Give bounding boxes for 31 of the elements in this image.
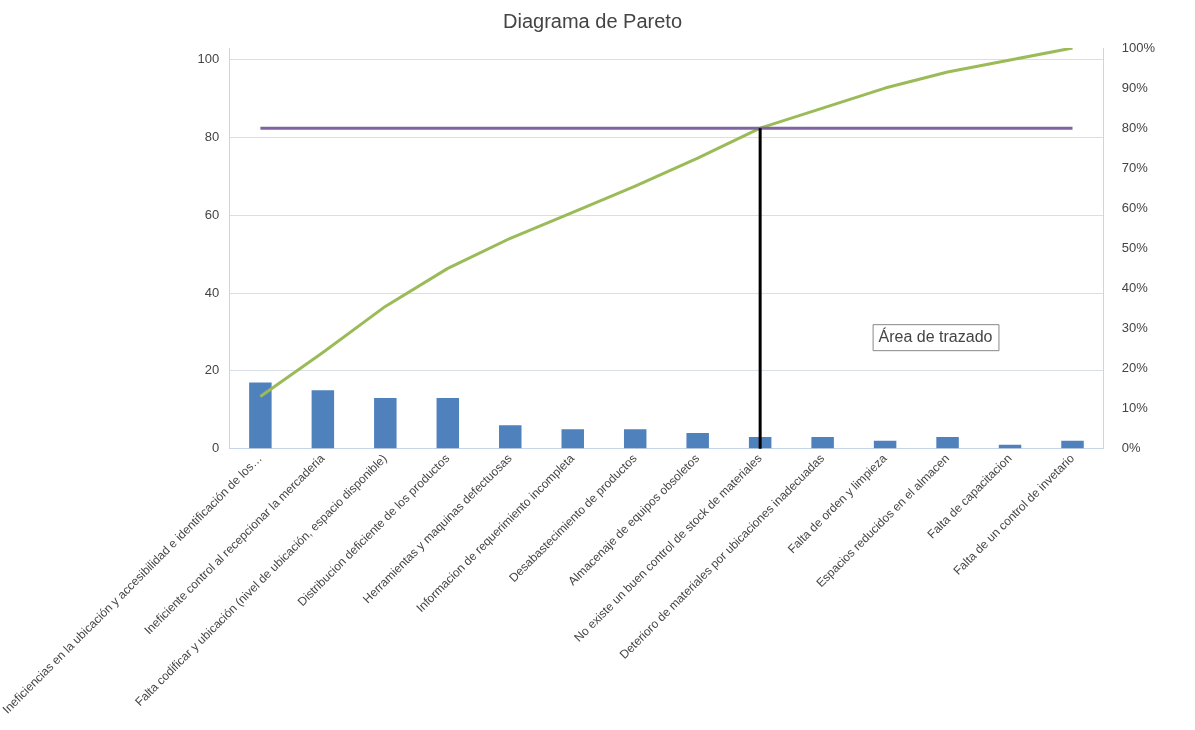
y2-tick-label: 10% <box>1121 400 1149 416</box>
bar <box>499 425 522 449</box>
bar <box>561 429 584 449</box>
bar <box>686 433 709 449</box>
y2-tick-label: 100% <box>1121 39 1156 55</box>
y2-tick-label: 50% <box>1121 239 1149 255</box>
chart-title: Diagrama de Pareto <box>503 9 682 32</box>
y-tick-label: 20 <box>204 362 220 378</box>
y2-tick-label: 70% <box>1121 159 1149 175</box>
bar <box>936 436 959 449</box>
bar <box>311 390 335 449</box>
bar <box>811 436 834 449</box>
y-tick-label: 0 <box>211 440 220 456</box>
y-tick-label: 60 <box>204 206 220 222</box>
y2-tick-label: 80% <box>1121 119 1149 135</box>
y2-tick-label: 90% <box>1121 79 1149 95</box>
bar <box>374 398 397 449</box>
y-tick-label: 40 <box>204 284 220 300</box>
bar <box>623 429 647 449</box>
y-tick-label: 100 <box>197 51 220 67</box>
y2-tick-label: 60% <box>1121 199 1149 215</box>
bar <box>1061 440 1084 449</box>
bar <box>873 440 897 449</box>
y2-tick-label: 20% <box>1121 360 1149 376</box>
annotation: Área de trazado <box>878 326 993 345</box>
y2-tick-label: 40% <box>1121 279 1149 295</box>
y2-tick-label: 30% <box>1121 320 1149 336</box>
y-tick-label: 80 <box>204 129 220 145</box>
bar <box>249 382 272 449</box>
y2-tick-label: 0% <box>1121 440 1141 456</box>
bar <box>436 398 460 449</box>
